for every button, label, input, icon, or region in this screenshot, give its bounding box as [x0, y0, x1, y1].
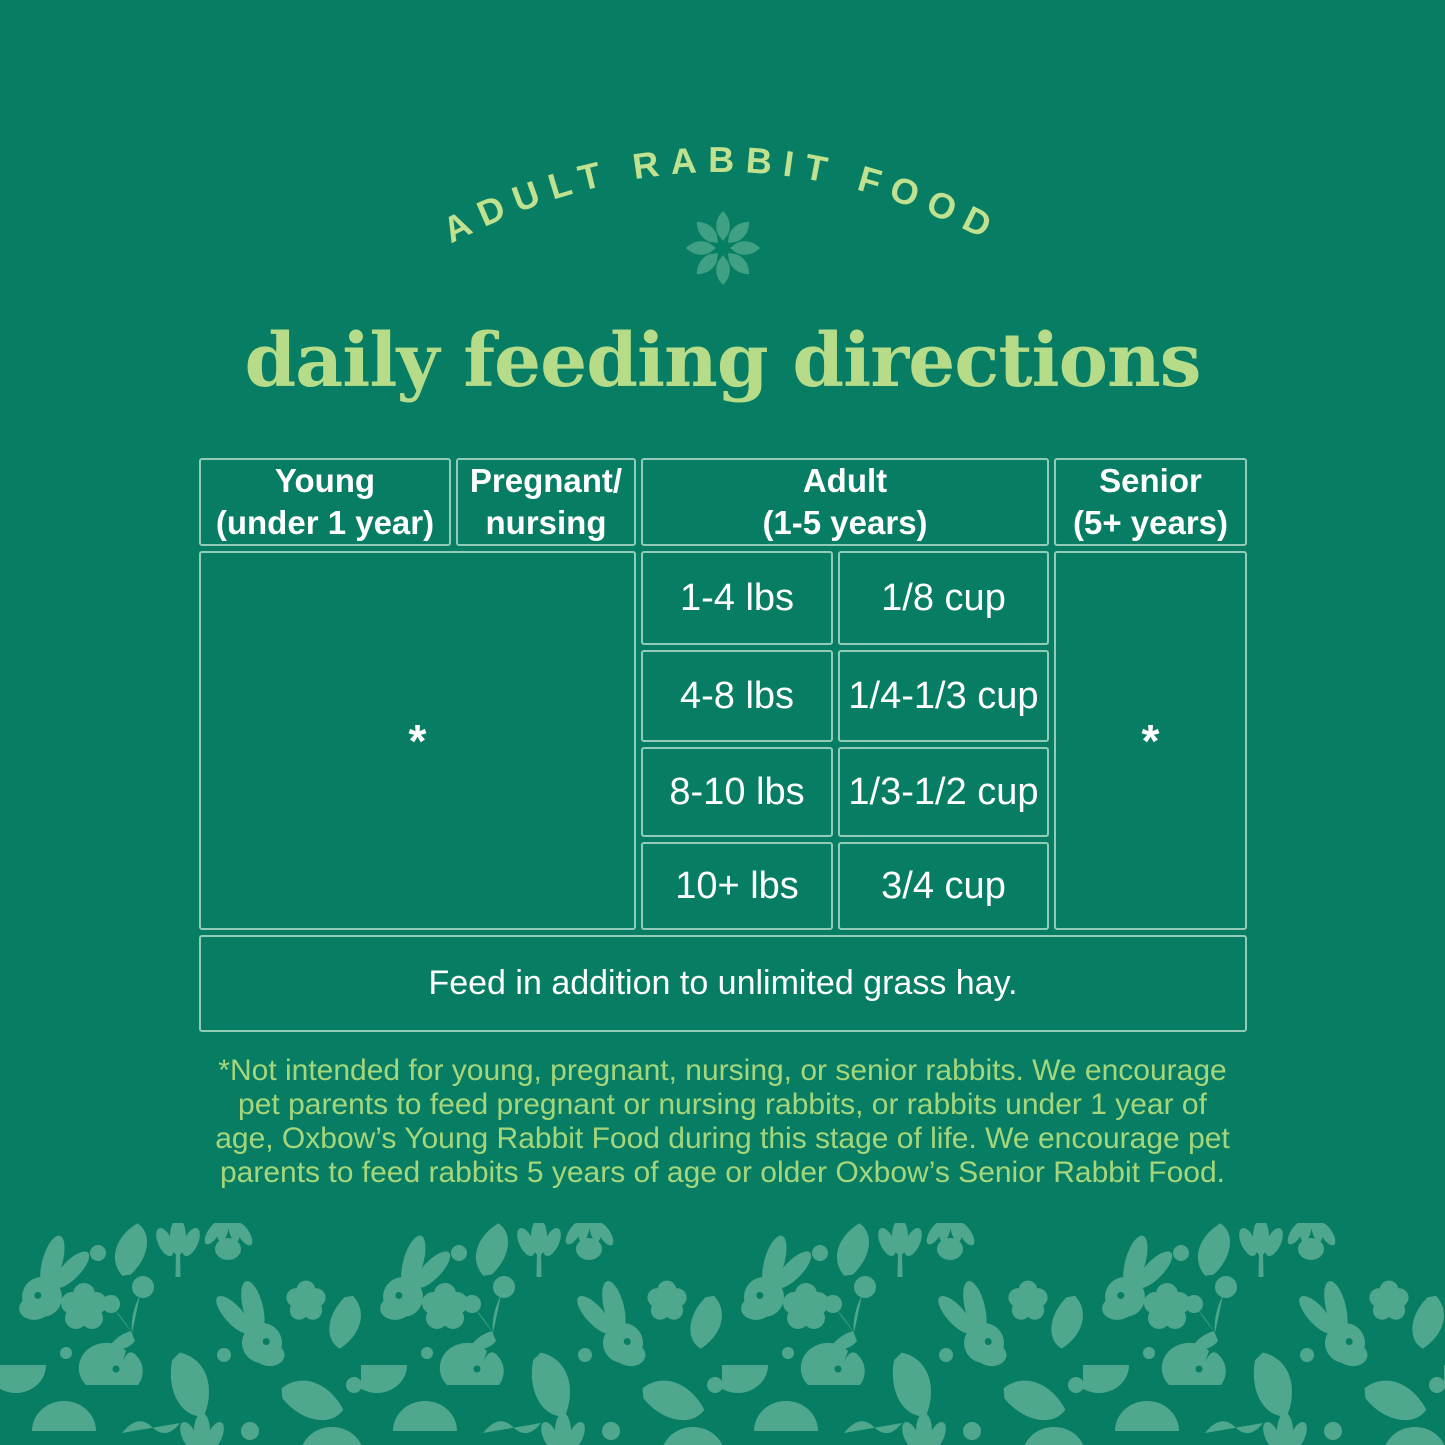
adult-weight-cell: 1-4 lbs — [641, 551, 833, 645]
footnote-line: parents to feed rabbits 5 years of age o… — [219, 1156, 1225, 1189]
footnote-line: age, Oxbow’s Young Rabbit Food during th… — [215, 1122, 1230, 1155]
flower-star-cutout — [707, 232, 739, 264]
footnote-line: *Not intended for young, pregnant, nursi… — [218, 1054, 1227, 1087]
col-header-adult-line2: (1-5 years) — [762, 504, 928, 541]
adult-amount-cell: 1/3-1/2 cup — [838, 747, 1049, 837]
col-header-adult-line1: Adult — [802, 462, 888, 500]
col-header-young: Young (under 1 year) — [199, 458, 451, 546]
col-header-adult: Adult (1-5 years) — [641, 458, 1049, 546]
col-header-senior: Senior (5+ years) — [1054, 458, 1247, 546]
arc-product-name: ADULT RABBIT FOOD — [436, 139, 997, 251]
col-header-young-line2: (under 1 year) — [215, 504, 435, 541]
col-header-pregnant-line1: Pregnant/ — [469, 462, 623, 500]
adult-weight-cell: 8-10 lbs — [641, 747, 833, 837]
col-header-young-line1: Young — [274, 462, 376, 500]
flower-icon — [686, 211, 760, 285]
col-header-pregnant: Pregnant/ nursing — [456, 458, 636, 546]
young-pregnant-cell: * — [199, 551, 636, 930]
col-header-pregnant-line2: nursing — [485, 504, 607, 541]
feeding-table: Young (under 1 year) Pregnant/ nursing A… — [199, 458, 1247, 1032]
young-pregnant-asterisk: * — [408, 714, 427, 767]
senior-asterisk: * — [1141, 714, 1160, 767]
adult-amount-cell: 1/4-1/3 cup — [838, 650, 1049, 742]
footnote-text: *Not intended for young, pregnant, nursi… — [0, 1054, 1445, 1190]
footnote-line: pet parents to feed pregnant or nursing … — [238, 1088, 1207, 1121]
adult-amount-cell: 3/4 cup — [838, 842, 1049, 930]
adult-amount-cell: 1/8 cup — [838, 551, 1049, 645]
page-title: daily feeding directions — [244, 318, 1202, 404]
col-header-senior-line2: (5+ years) — [1072, 504, 1229, 541]
adult-weight-cell: 4-8 lbs — [641, 650, 833, 742]
adult-weight-cell: 10+ lbs — [641, 842, 833, 930]
senior-cell: * — [1054, 551, 1247, 930]
col-header-senior-line1: Senior — [1099, 462, 1202, 500]
decorative-pattern-band — [0, 1223, 1445, 1445]
hay-note-cell: Feed in addition to unlimited grass hay. — [199, 935, 1247, 1032]
